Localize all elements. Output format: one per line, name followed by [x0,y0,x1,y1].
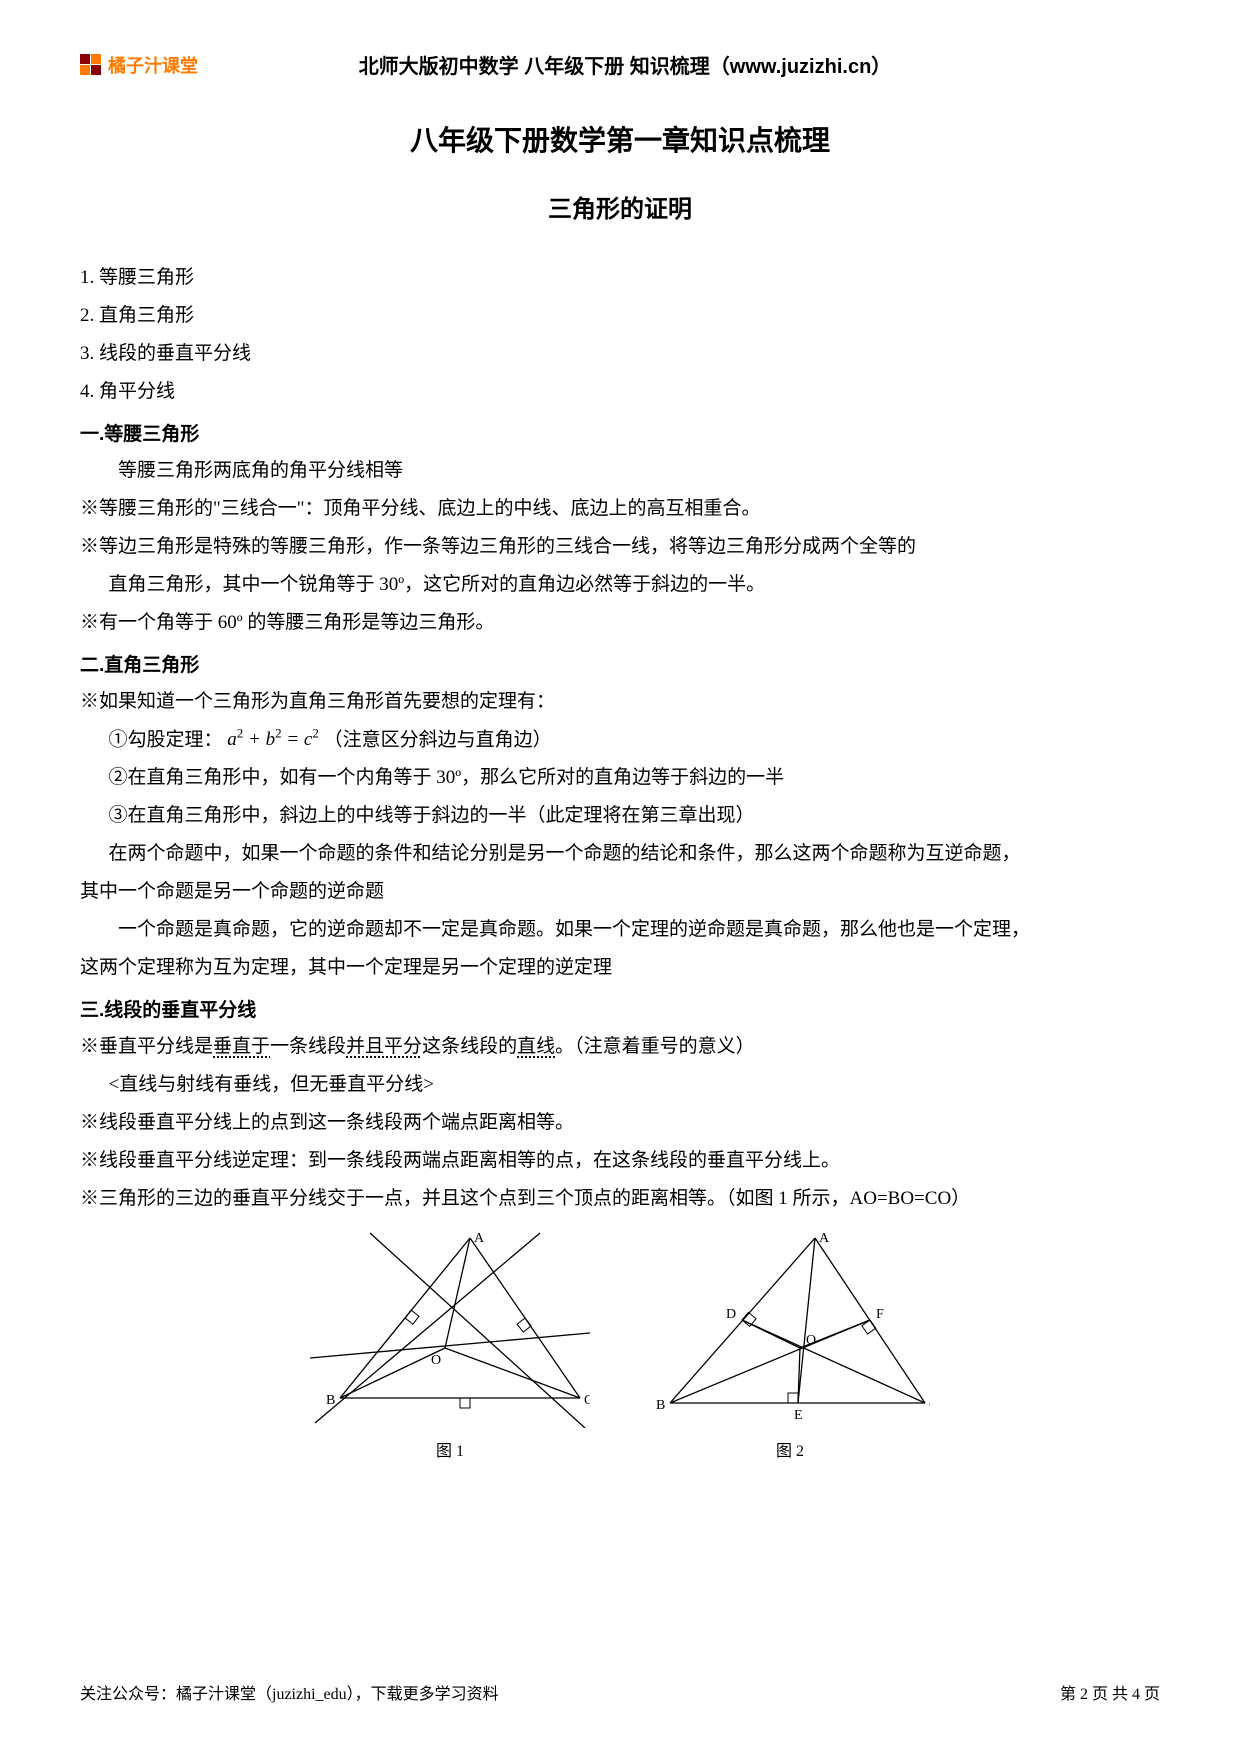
page-header: 橘子汁课堂 北师大版初中数学 八年级下册 知识梳理（www.juzizhi.cn… [80,50,1160,79]
s3-p1c: 这条线段的 [422,1036,517,1057]
footer-left: 关注公众号：橘子汁课堂（juzizhi_edu），下载更多学习资料 [80,1680,499,1704]
s3-p1: ※垂直平分线是垂直于一条线段并且平分这条线段的直线。（注意着重号的意义） [80,1028,1160,1066]
s3-p1a: ※垂直平分线是 [80,1036,213,1057]
s1-p1: 等腰三角形两底角的角平分线相等 [80,452,1160,490]
svg-text:E: E [794,1408,803,1423]
figure-2-caption: 图 2 [650,1437,930,1461]
main-title: 八年级下册数学第一章知识点梳理 [80,119,1160,159]
header-title: 北师大版初中数学 八年级下册 知识梳理（www.juzizhi.cn） [210,50,1160,79]
s2-p2b: （注意区分斜边与直角边） [324,729,552,750]
s2-p1: ※如果知道一个三角形为直角三角形首先要想的定理有： [80,683,1160,721]
svg-text:C: C [929,1398,930,1413]
s3-p1d: 。（注意着重号的意义） [555,1036,755,1057]
logo-mark-icon [80,54,102,76]
page-footer: 关注公众号：橘子汁课堂（juzizhi_edu），下载更多学习资料 第 2 页 … [80,1680,1160,1704]
toc: 1. 等腰三角形 2. 直角三角形 3. 线段的垂直平分线 4. 角平分线 [80,259,1160,411]
site-logo: 橘子汁课堂 [80,52,198,78]
toc-item: 4. 角平分线 [80,373,1160,411]
s1-p2: ※等腰三角形的"三线合一"：顶角平分线、底边上的中线、底边上的高互相重合。 [80,490,1160,528]
svg-text:B: B [656,1398,665,1413]
figure-1-svg: A B C O [310,1228,590,1428]
s2-p2a: ①勾股定理： [109,729,223,750]
s3-p4: ※线段垂直平分线逆定理：到一条线段两端点距离相等的点，在这条线段的垂直平分线上。 [80,1142,1160,1180]
pythagoras-formula: a2 + b2 = c2 [227,729,319,750]
logo-sq-4 [91,65,101,75]
toc-item: 2. 直角三角形 [80,297,1160,335]
toc-item: 1. 等腰三角形 [80,259,1160,297]
s2-p4: ③在直角三角形中，斜边上的中线等于斜边的一半（此定理将在第三章出现） [80,797,1160,835]
section-1-heading: 一.等腰三角形 [80,419,1160,446]
section-2-heading: 二.直角三角形 [80,650,1160,677]
s3-p3: ※线段垂直平分线上的点到这一条线段两个端点距离相等。 [80,1104,1160,1142]
figure-2-svg: A B C D E F O [650,1228,930,1428]
s1-p4: ※有一个角等于 60º 的等腰三角形是等边三角形。 [80,604,1160,642]
footer-right: 第 2 页 共 4 页 [1060,1680,1160,1704]
s3-p1b: 一条线段 [270,1036,346,1057]
svg-text:A: A [474,1231,485,1246]
s1-p3: ※等边三角形是特殊的等腰三角形，作一条等边三角形的三线合一线，将等边三角形分成两… [80,528,1160,566]
s2-p3: ②在直角三角形中，如有一个内角等于 30º，那么它所对的直角边等于斜边的一半 [80,759,1160,797]
s3-p1-dot2: 并且平分 [346,1036,422,1057]
svg-text:B: B [326,1393,335,1408]
sub-title: 三角形的证明 [80,189,1160,224]
logo-sq-2 [91,54,101,64]
svg-text:F: F [876,1307,884,1322]
svg-text:O: O [431,1353,441,1368]
s2-p6: 一个命题是真命题，它的逆命题却不一定是真命题。如果一个定理的逆命题是真命题，那么… [80,911,1160,949]
s3-p5: ※三角形的三边的垂直平分线交于一点，并且这个点到三个顶点的距离相等。（如图 1 … [80,1180,1160,1218]
s2-p5b: 其中一个命题是另一个命题的逆命题 [80,873,1160,911]
s1-p3b: 直角三角形，其中一个锐角等于 30º，这它所对的直角边必然等于斜边的一半。 [80,566,1160,604]
svg-text:C: C [584,1393,590,1408]
s2-p5: 在两个命题中，如果一个命题的条件和结论分别是另一个命题的结论和条件，那么这两个命… [80,835,1160,873]
s3-p1-dot1: 垂直于 [213,1036,270,1057]
svg-text:A: A [819,1231,830,1246]
s2-p6b: 这两个定理称为互为定理，其中一个定理是另一个定理的逆定理 [80,949,1160,987]
svg-text:O: O [806,1333,816,1348]
s3-p2: <直线与射线有垂线，但无垂直平分线> [80,1066,1160,1104]
logo-text: 橘子汁课堂 [108,52,198,78]
svg-text:D: D [726,1307,736,1322]
s2-p2: ①勾股定理： a2 + b2 = c2 （注意区分斜边与直角边） [80,721,1160,759]
figure-2: A B C D E F O 图 2 [650,1228,930,1461]
s3-p1-dot3: 直线 [517,1036,555,1057]
section-3-heading: 三.线段的垂直平分线 [80,995,1160,1022]
figure-1: A B C O 图 1 [310,1228,590,1461]
figure-1-caption: 图 1 [310,1437,590,1461]
toc-item: 3. 线段的垂直平分线 [80,335,1160,373]
logo-sq-3 [80,65,90,75]
logo-sq-1 [80,54,90,64]
diagrams-row: A B C O 图 1 A B C D E F O 图 2 [80,1228,1160,1461]
